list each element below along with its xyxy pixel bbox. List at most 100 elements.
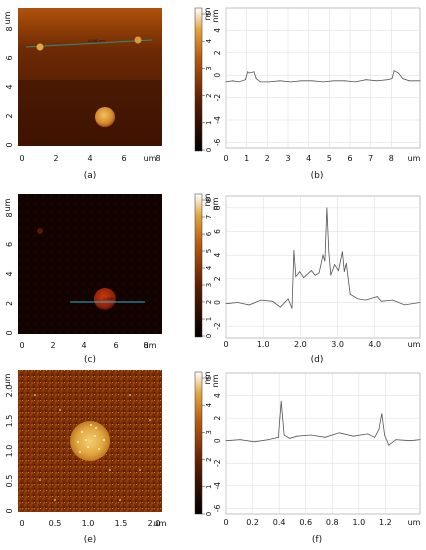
profile-point [299,271,301,273]
caption-e: (e) [84,535,97,545]
speckle-e [39,479,41,481]
speckle-e [54,499,56,501]
afm-scan-a-bottom [18,80,162,146]
profile-point [268,439,269,440]
y-tick-label-a: 8 [5,26,14,31]
profile-point [253,71,255,73]
colorbar-tick-label-e: 1 [205,485,213,489]
y-tick-label: -4 [213,116,222,124]
speckle-e [103,439,105,441]
colorbar-tick-label-a: 1 [205,121,213,125]
profile-point [225,303,227,305]
profile-point [268,81,270,83]
chart-d: 0 1.0 2.0 3.0 4.0 um 8 6 4 2 0 -2 nm [211,195,421,349]
speckle-e [77,441,79,443]
profile-point [395,439,397,440]
profile-point [333,80,335,82]
x-axis-unit-e: um [154,519,167,528]
profile-point [324,260,326,262]
profile-point [255,78,257,79]
colorbar-tick-label-a: 4 [205,38,213,43]
y-tick-label: 4 [213,28,222,33]
colorbar-a: nm 5 4 3 2 1 0 [194,7,213,152]
profile-point [342,251,343,253]
x-tick-label: 6 [347,154,352,163]
profile-point [280,400,282,402]
profile-point [338,432,340,434]
afm-image-c: 2.000 um um 0 2 4 6 8 0 2 4 6 8 um [3,194,162,350]
x-tick-label: 2.0 [294,340,307,349]
x-tick-label: 3 [285,154,290,163]
colorbar-tick-label-a: 0 [205,148,213,152]
speckle-e [129,394,131,396]
x-tick-label-e: 2.0 [148,519,161,528]
x-tick-label-a: 6 [121,154,126,163]
profile-point [393,70,395,72]
profile-point [387,79,389,81]
profile-point [225,440,227,442]
x-ticks-a: 0 2 4 6 8 [19,154,160,163]
x-tick-label-e: 0 [19,519,24,528]
profile-point [343,271,345,273]
profile-point [354,81,356,83]
y-axis-label-c: um [3,198,12,211]
x-ticks-c: 0 2 4 6 8 [19,341,148,350]
profile-point [295,276,297,277]
profile-point [260,81,261,83]
profile-point [311,270,312,271]
profile-point [237,302,239,303]
y-axis-label-e: um [3,373,12,386]
y-tick-label: 8 [213,205,222,210]
x-tick-label: 0.4 [273,518,286,527]
y-axis-label: nm [211,9,220,22]
speckle-e [85,439,87,441]
colorbar-a-gradient [194,7,203,152]
y-tick-label: 2 [213,276,222,281]
profile-point [380,300,382,302]
colorbar-tick-label-e: 0 [205,512,213,516]
profile-point [357,298,359,300]
y-tick-label-e: 2.0 [5,385,14,398]
profile-point [290,81,292,83]
y-tick-label: 6 [213,229,222,234]
speckle-e [90,424,92,426]
y-tick-label: 4 [213,253,222,258]
y-tick-label: 0 [213,73,222,78]
profile-point [322,81,324,83]
speckle-e [95,427,97,429]
x-tick-label-a: 2 [53,154,58,163]
profile-point [249,72,251,74]
profile-point [322,254,324,256]
y-tick-label-e: 0.5 [5,475,14,488]
particle-a-large [95,107,115,127]
y-tick-label-c: 0 [5,330,14,335]
colorbar-tick-label-e: 5 [205,376,213,380]
profile-point [238,81,240,83]
y-ticks-a: 0 2 4 6 8 [5,26,14,147]
colorbar-tick-label-e: 4 [205,402,213,407]
colorbar-tick-label-c: 1 [205,317,213,321]
scan-label-c: 2.000 um [103,297,120,301]
profile-point [287,298,289,300]
x-tick-label: 1 [244,154,249,163]
colorbar-e: nm 5 4 3 2 1 0 [194,371,213,516]
colorbar-tick-label-a: 2 [205,93,213,97]
profile-point [225,81,227,83]
x-tick-label: 3.0 [331,340,344,349]
speckle-e [81,431,83,433]
y-tick-label-c: 6 [5,242,14,247]
colorbar-c-unit: nm [203,193,212,206]
profile-point [314,274,316,276]
y-tick-label: 4 [213,393,222,398]
colorbar-tick-label-c: 7 [205,215,213,219]
profile-point [291,308,293,309]
profile-point [388,444,390,446]
x-tick-label-e: 1.0 [82,519,95,528]
x-tick-label-c: 6 [113,341,118,350]
profile-point [376,296,378,297]
speckle-e [119,499,121,501]
colorbar-tick-label-a: 5 [205,12,213,16]
profile-point [344,80,345,82]
y-tick-label-e: 1.0 [5,445,14,458]
